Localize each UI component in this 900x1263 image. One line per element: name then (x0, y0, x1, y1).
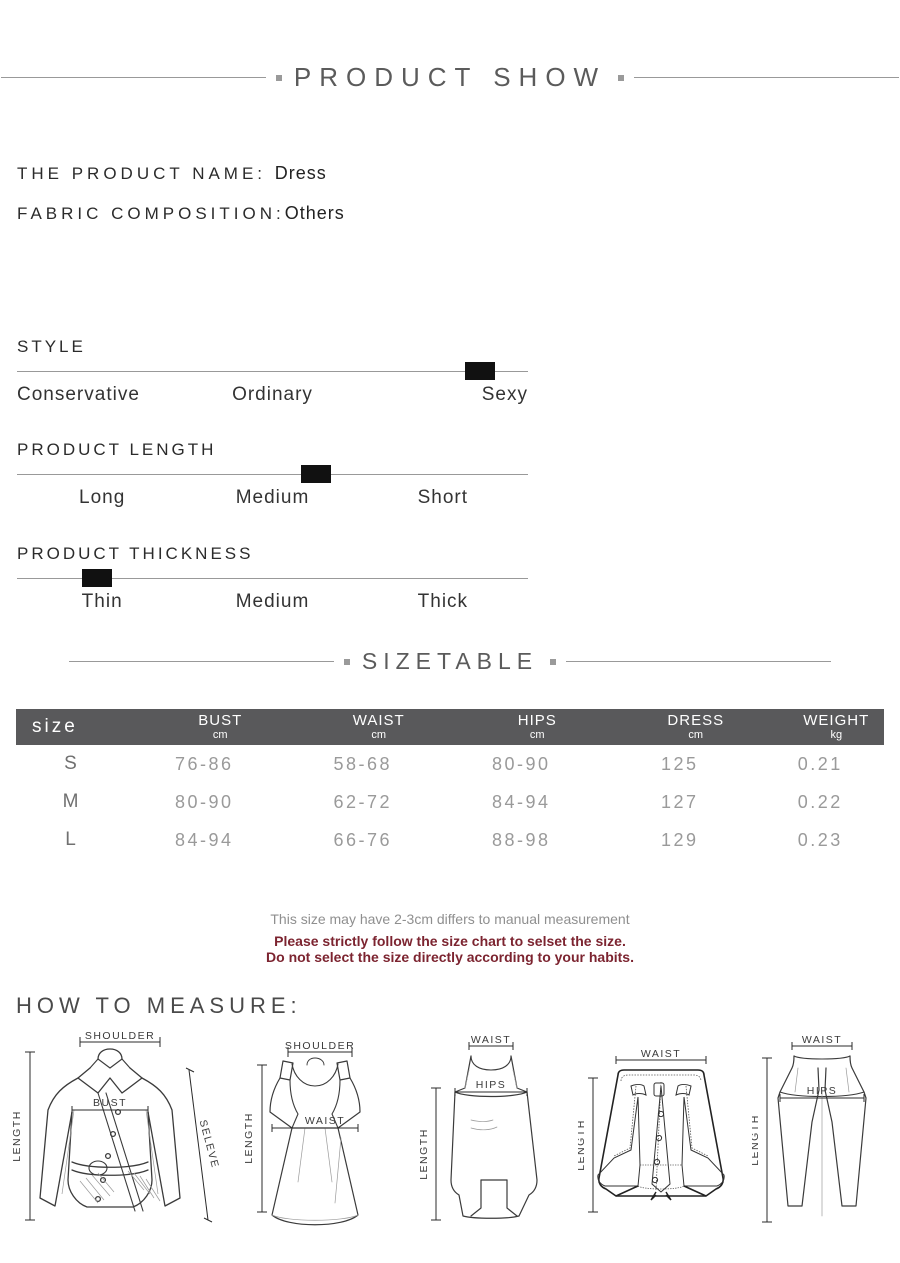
svg-text:LENGTH: LENGTH (752, 1114, 761, 1166)
svg-text:HIPS: HIPS (476, 1079, 507, 1091)
svg-text:SHOULDER: SHOULDER (285, 1040, 355, 1052)
svg-text:WAIST: WAIST (802, 1034, 842, 1046)
svg-text:SHOULDER: SHOULDER (85, 1030, 155, 1042)
svg-text:HIPS: HIPS (807, 1085, 838, 1097)
svg-text:LENGTH: LENGTH (578, 1119, 587, 1171)
svg-text:LENGTH: LENGTH (418, 1128, 430, 1180)
svg-text:LENGTH: LENGTH (11, 1110, 23, 1162)
svg-text:WAIST: WAIST (471, 1034, 511, 1046)
svg-text:LENGTH: LENGTH (243, 1112, 255, 1164)
svg-text:WAIST: WAIST (305, 1115, 345, 1127)
svg-text:WAIST: WAIST (641, 1048, 681, 1060)
svg-text:BUST: BUST (93, 1097, 127, 1109)
